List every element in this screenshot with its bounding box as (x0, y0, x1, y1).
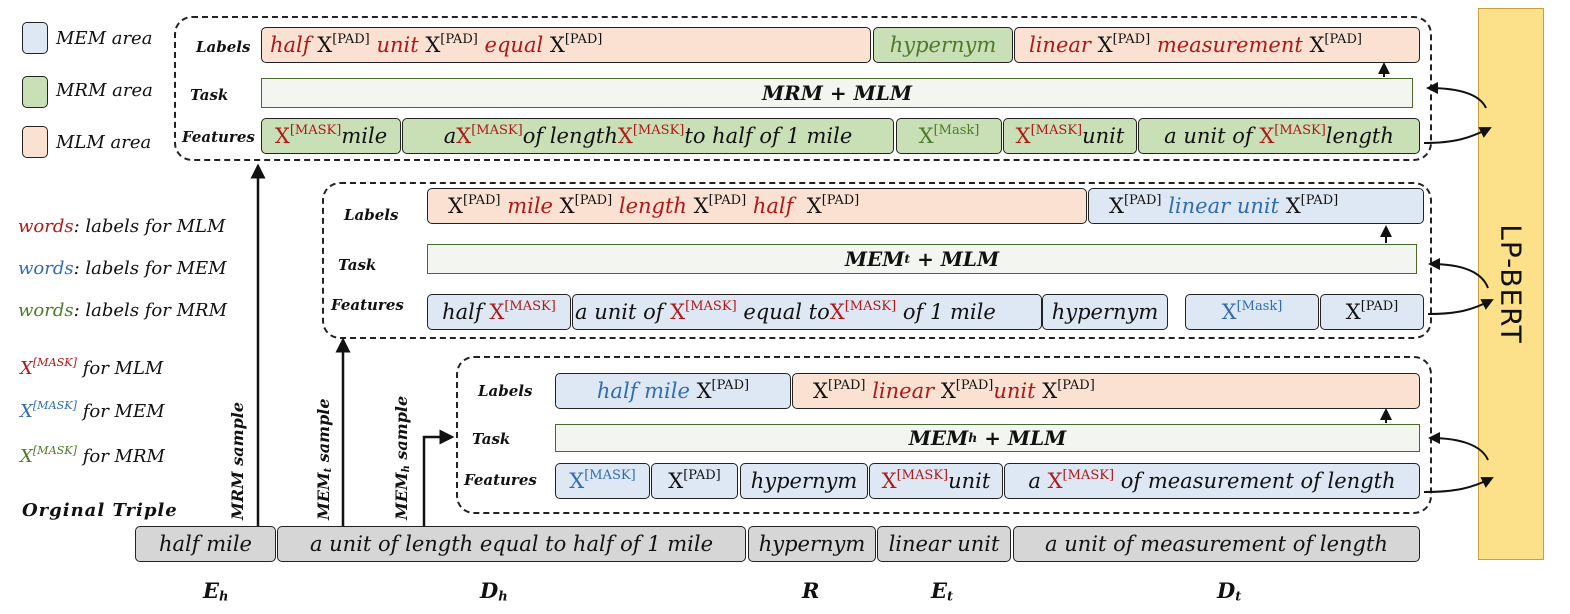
axis-label-r: R (802, 578, 820, 603)
mrm-label-cell-2: hypernym (873, 27, 1013, 63)
mrm-feature-cell-2: a X[MASK] of length X[MASK] to half of 1 mi… (402, 118, 894, 154)
memt-labels-rowlabel: Labels (344, 206, 399, 224)
memh-features-rowlabel: Features (464, 471, 537, 489)
memt-task-rowlabel: Task (338, 256, 377, 274)
legend-mask-mem: X[MASK] for MEM (20, 399, 165, 422)
mem-area-swatch (22, 22, 48, 54)
mrm-feature-cell-3: X[Mask] (896, 118, 1002, 154)
mrm-area-swatch (22, 76, 48, 108)
triple-dt-cell: a unit of measurement of length (1013, 526, 1420, 562)
axis-label-dh: Dh (480, 578, 508, 605)
memt-feature-cell-4: X[Mask] (1185, 294, 1319, 330)
memt-features-to-bert-arrow (1427, 299, 1494, 315)
memh-sample-arrow (422, 429, 455, 526)
memh-label-cell-2: X[PAD] linear X[PAD] unit X[PAD] (792, 373, 1420, 409)
mrm-label-cell-3: linear X[PAD] measurement X[PAD] (1014, 27, 1420, 63)
memh-task-rowlabel: Task (472, 430, 511, 448)
mrm-features-rowlabel: Features (182, 128, 255, 146)
mrm-task-bar: MRM + MLM (261, 78, 1413, 108)
mrm-bert-to-task-arrow (1426, 82, 1487, 109)
memh-feature-cell-3: hypernym (740, 463, 868, 499)
memh-label-cell-1: half mile X[PAD] (555, 373, 791, 409)
memh-feature-cell-5: a X[MASK] of measurement of length (1004, 463, 1420, 499)
triple-r-cell: hypernym (748, 526, 876, 562)
memt-features-rowlabel: Features (331, 296, 404, 314)
memh-bert-to-task-arrow (1428, 432, 1489, 461)
memh-feature-cell-1: X[MASK] (555, 463, 650, 499)
memt-feature-cell-5: X[PAD] (1320, 294, 1424, 330)
legend-words-mrm: words: labels for MRM (18, 300, 228, 321)
memt-task-bar: MEM t + MLM (427, 244, 1417, 274)
memh-features-to-bert-arrow (1423, 477, 1494, 493)
memt-feature-cell-1: half X[MASK] (427, 294, 571, 330)
mrm-feature-cell-1: X[MASK] mile (261, 118, 401, 154)
axis-label-dt: Dt (1217, 578, 1242, 605)
legend-words-mem: words: labels for MEM (18, 258, 227, 279)
legend-words-mlm: words: labels for MLM (18, 216, 226, 237)
memt-feature-cell-3: hypernym (1042, 294, 1168, 330)
memh-feature-cell-2: X[PAD] (651, 463, 738, 499)
legend-mask-mrm: X[MASK] for MRM (20, 444, 165, 467)
original-triple-label: Orginal Triple (22, 500, 178, 521)
triple-eh-cell: half mile (135, 526, 276, 562)
mrm-area-label: MRM area (56, 80, 153, 101)
mlm-area-label: MLM area (56, 132, 152, 153)
mem-area-label: MEM area (56, 28, 153, 49)
memt-label-cell-2: X[PAD] linear unit X[PAD] (1088, 188, 1424, 224)
memh-task-bar: MEM h + MLM (555, 424, 1420, 452)
memt-bert-to-task-arrow (1428, 258, 1489, 289)
triple-dh-cell: a unit of length equal to half of 1 mile (277, 526, 746, 562)
mlm-area-swatch (22, 126, 48, 158)
mrm-label-cell-1: half X[PAD] unit X[PAD] equal X[PAD] (261, 27, 871, 63)
axis-label-et: Et (931, 578, 954, 605)
axis-label-eh: Eh (203, 578, 229, 605)
triple-et-cell: linear unit (877, 526, 1011, 562)
mrm-features-to-bert-arrow (1423, 127, 1492, 144)
mrm-task-rowlabel: Task (190, 86, 229, 104)
legend-mask-mlm: X[MASK] for MLM (20, 356, 164, 379)
mrm-feature-cell-4: X[MASK] unit (1003, 118, 1137, 154)
memh-feature-cell-4: X[MASK] unit (869, 463, 1003, 499)
mrm-feature-cell-5: a unit of X[MASK] length (1138, 118, 1420, 154)
memt-label-cell-1: X[PAD] mile X[PAD] length X[PAD] half X[… (427, 188, 1087, 224)
memt-feature-cell-2: a unit of X[MASK] equal to X[MASK] of 1 m… (572, 294, 1042, 330)
memh-labels-rowlabel: Labels (478, 382, 533, 400)
mrm-labels-rowlabel: Labels (196, 38, 251, 56)
lp-bert-block: LP-BERT (1478, 8, 1544, 560)
